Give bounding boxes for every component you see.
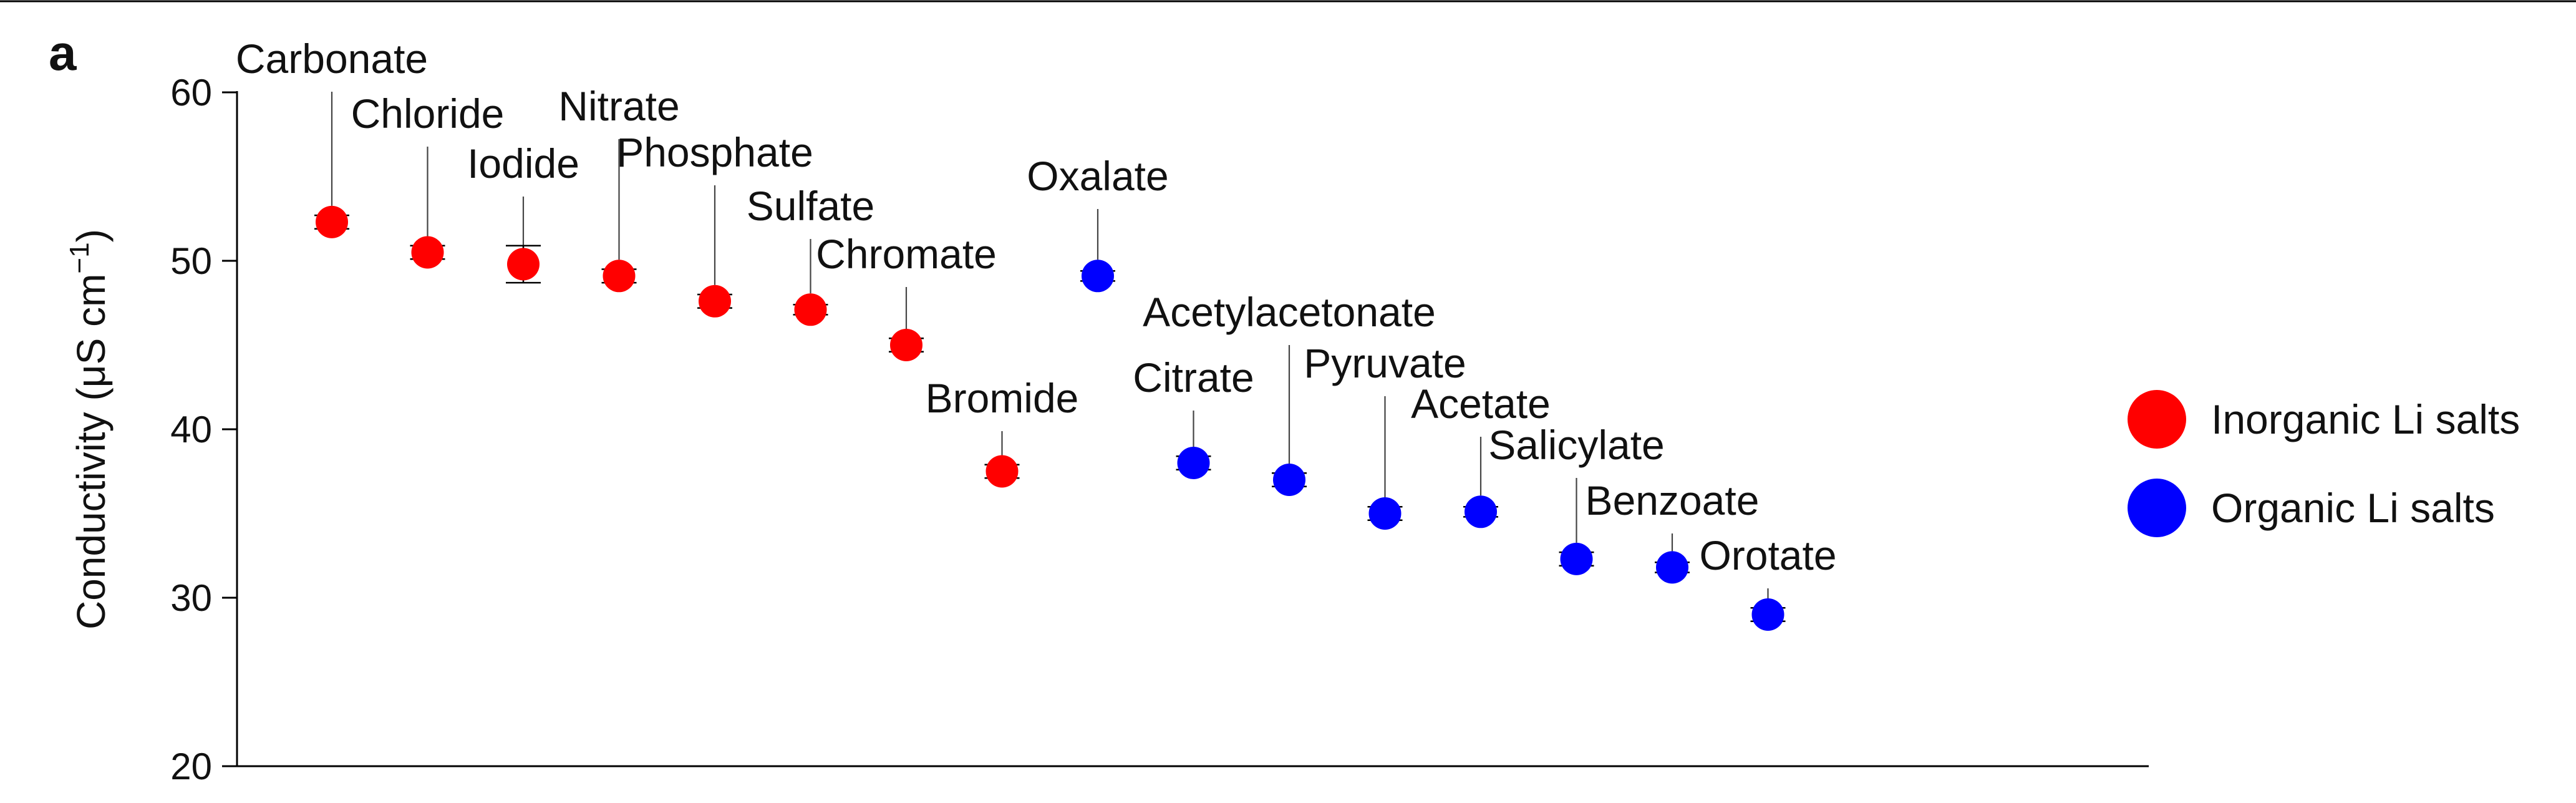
point-label: Chloride — [351, 90, 505, 137]
legend-marker — [2128, 390, 2186, 449]
marker — [1656, 551, 1688, 584]
marker — [1177, 447, 1210, 479]
marker — [316, 205, 348, 238]
y-axis-title-main: Conductivity (μS cm — [69, 274, 114, 630]
point-label: Orotate — [1699, 532, 1836, 578]
legend-entry-organic: Organic Li salts — [2128, 479, 2495, 537]
y-tick-label: 40 — [170, 409, 212, 450]
point-label: Carbonate — [236, 36, 428, 82]
point-label: Salicylate — [1488, 422, 1664, 468]
data-point-orotate: Orotate — [1699, 532, 1837, 631]
marker — [1560, 542, 1593, 575]
point-label: Bromide — [926, 375, 1079, 421]
data-point-chloride: Chloride — [351, 90, 505, 269]
data-point-nitrate: Nitrate — [558, 83, 680, 293]
axes: 20 30 40 50 60 Conductivity (μS cm−1) — [64, 72, 2149, 787]
point-label: Benzoate — [1586, 477, 1760, 523]
data-point-acetate: Acetate — [1411, 381, 1551, 528]
legend-marker — [2128, 479, 2186, 537]
data-point-carbonate: Carbonate — [236, 36, 428, 238]
y-tick-label: 20 — [170, 746, 212, 787]
point-label: Iodide — [467, 140, 579, 187]
point-label: Pyruvate — [1304, 340, 1466, 386]
marker — [985, 455, 1019, 488]
y-axis-title-superscript: −1 — [64, 242, 95, 273]
data-point-chromate: Chromate — [816, 231, 997, 361]
point-label: Citrate — [1133, 354, 1254, 401]
marker — [699, 285, 731, 318]
point-label: Chromate — [816, 231, 997, 277]
marker — [1082, 260, 1114, 293]
marker — [890, 329, 922, 361]
y-axis-title-close: ) — [69, 229, 114, 242]
legend: Inorganic Li salts Organic Li salts — [2128, 390, 2520, 537]
data-point-iodide: Iodide — [467, 140, 579, 284]
marker — [1751, 598, 1784, 631]
data-point-citrate: Citrate — [1133, 354, 1254, 479]
panel-letter: a — [49, 25, 77, 80]
data-point-salicylate: Salicylate — [1488, 422, 1665, 575]
data-point-bromide: Bromide — [926, 375, 1079, 488]
legend-label: Inorganic Li salts — [2211, 396, 2520, 442]
marker — [1465, 495, 1497, 528]
data-point-acetylacetonate: Acetylacetonate — [1143, 289, 1436, 496]
marker — [603, 260, 636, 293]
point-label: Sulfate — [747, 183, 874, 229]
marker — [1368, 497, 1402, 530]
marker — [794, 293, 827, 326]
point-label: Nitrate — [558, 83, 679, 129]
point-label: Acetate — [1411, 381, 1551, 427]
point-label: Acetylacetonate — [1143, 289, 1436, 335]
legend-label: Organic Li salts — [2211, 485, 2495, 531]
marker — [507, 248, 540, 281]
data-point-oxalate: Oxalate — [1027, 153, 1169, 293]
point-label: Oxalate — [1027, 153, 1168, 199]
data-point-sulfate: Sulfate — [747, 183, 874, 326]
data-point-pyruvate: Pyruvate — [1304, 340, 1466, 530]
data-point-phosphate: Phosphate — [616, 129, 813, 318]
data-point-benzoate: Benzoate — [1586, 477, 1760, 584]
y-tick-label: 50 — [170, 240, 212, 282]
legend-entry-inorganic: Inorganic Li salts — [2128, 390, 2520, 449]
point-label: Phosphate — [616, 129, 813, 175]
y-tick-label: 60 — [170, 72, 212, 114]
y-tick-label: 30 — [170, 577, 212, 619]
y-axis-title: Conductivity (μS cm−1) — [64, 229, 114, 630]
marker — [411, 236, 444, 269]
marker — [1273, 464, 1305, 496]
